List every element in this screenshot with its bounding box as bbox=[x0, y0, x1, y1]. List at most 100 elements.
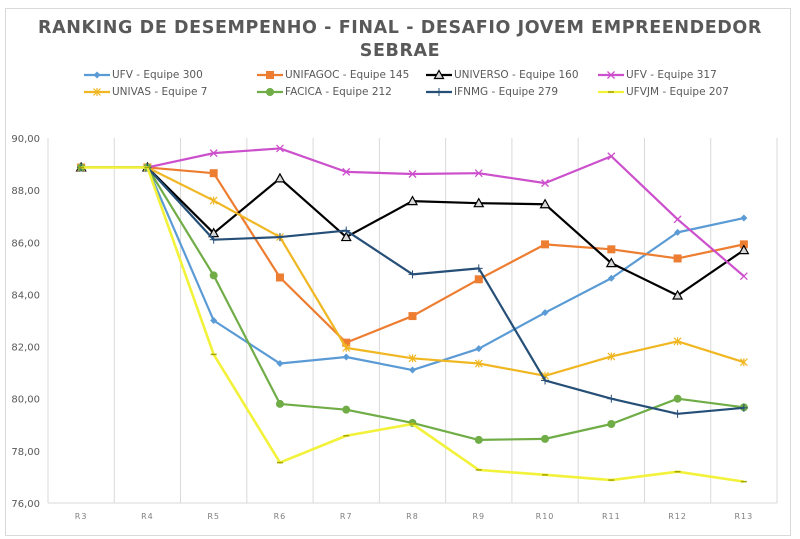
legend-marker-icon bbox=[266, 71, 274, 79]
legend-item: UNIVERSO - Equipe 160 bbox=[426, 68, 579, 82]
legend-item: UFV - Equipe 300 bbox=[84, 68, 203, 82]
data-point bbox=[342, 343, 351, 352]
data-point bbox=[607, 152, 616, 161]
legend-label: UNIVAS - Equipe 7 bbox=[112, 86, 208, 98]
x-tick-label: R7 bbox=[340, 512, 353, 521]
data-point bbox=[673, 337, 682, 346]
data-point bbox=[209, 196, 218, 205]
data-point bbox=[409, 366, 416, 374]
legend-label: FACICA - Equipe 212 bbox=[285, 86, 392, 98]
chart-title-line-1: RANKING DE DESEMPENHO - FINAL - DESAFIO … bbox=[38, 18, 762, 38]
data-point bbox=[275, 233, 284, 242]
legend-label: UNIFAGOC - Equipe 145 bbox=[285, 69, 410, 81]
y-tick-label: 86,00 bbox=[11, 238, 40, 249]
data-point bbox=[605, 257, 617, 268]
data-point bbox=[275, 399, 284, 408]
data-point bbox=[607, 394, 616, 403]
data-point bbox=[674, 228, 682, 236]
x-tick-label: R5 bbox=[207, 512, 220, 521]
legend-marker-icon bbox=[93, 88, 101, 96]
data-point bbox=[408, 170, 417, 178]
legend-label: UFV - Equipe 317 bbox=[626, 69, 717, 81]
x-tick-label: R8 bbox=[406, 512, 419, 521]
data-point bbox=[275, 144, 284, 153]
data-point bbox=[342, 405, 351, 414]
data-point bbox=[408, 270, 417, 279]
legend-swatch-icon bbox=[257, 88, 283, 96]
data-point bbox=[408, 354, 417, 363]
legend-label: UFV - Equipe 300 bbox=[112, 69, 203, 81]
data-point bbox=[408, 312, 417, 321]
data-point bbox=[474, 359, 483, 368]
legend-item: UNIVAS - Equipe 7 bbox=[84, 85, 207, 99]
data-point bbox=[406, 195, 419, 206]
data-point bbox=[209, 149, 218, 158]
data-point bbox=[739, 358, 748, 367]
data-point bbox=[673, 394, 682, 403]
data-point bbox=[342, 167, 351, 176]
data-point bbox=[340, 231, 352, 242]
data-point bbox=[738, 244, 750, 255]
legend-marker-icon bbox=[435, 88, 443, 96]
data-point bbox=[209, 271, 218, 280]
data-point bbox=[209, 235, 218, 244]
data-point bbox=[607, 420, 616, 429]
data-point bbox=[474, 275, 483, 284]
legend-item: UFVJM - Equipe 207 bbox=[598, 85, 729, 99]
y-tick-label: 84,00 bbox=[11, 290, 40, 301]
data-point bbox=[740, 214, 748, 222]
data-point bbox=[673, 409, 682, 418]
data-point bbox=[209, 169, 218, 178]
data-point bbox=[539, 198, 551, 209]
data-point bbox=[541, 309, 549, 317]
legend-marker-icon bbox=[266, 88, 274, 96]
legend-marker-icon bbox=[607, 71, 615, 79]
y-tick-label: 80,00 bbox=[11, 395, 40, 406]
y-tick-label: 82,00 bbox=[11, 343, 40, 354]
x-tick-label: R4 bbox=[141, 512, 154, 521]
data-point bbox=[474, 264, 483, 273]
y-tick-label: 78,00 bbox=[11, 447, 40, 458]
x-tick-label: R9 bbox=[472, 512, 485, 521]
data-point bbox=[342, 226, 351, 235]
data-point bbox=[673, 254, 682, 263]
data-point bbox=[541, 434, 550, 443]
legend-marker-icon bbox=[433, 69, 445, 80]
legend-marker-icon bbox=[93, 71, 101, 79]
legend-swatch-icon bbox=[598, 90, 624, 94]
x-tick-label: R3 bbox=[75, 512, 88, 521]
legend-swatch-icon bbox=[426, 69, 452, 80]
data-point bbox=[342, 353, 350, 361]
y-tick-label: 76,00 bbox=[11, 499, 40, 510]
data-point bbox=[274, 172, 286, 183]
data-point bbox=[474, 435, 483, 444]
chart-frame bbox=[5, 8, 791, 536]
legend-item: IFNMG - Equipe 279 bbox=[426, 85, 558, 99]
legend-item: UFV - Equipe 317 bbox=[598, 68, 717, 82]
x-tick-label: R10 bbox=[536, 512, 555, 521]
x-tick-label: R12 bbox=[668, 512, 687, 521]
data-point bbox=[210, 317, 218, 324]
legend-swatch-icon bbox=[84, 88, 110, 96]
data-point bbox=[474, 169, 483, 178]
legend-item: FACICA - Equipe 212 bbox=[257, 85, 392, 99]
data-point bbox=[739, 403, 748, 412]
x-tick-label: R6 bbox=[274, 512, 287, 521]
data-point bbox=[342, 338, 351, 347]
legend-swatch-icon bbox=[84, 71, 110, 79]
data-point bbox=[672, 289, 684, 300]
data-point bbox=[276, 360, 284, 368]
data-point bbox=[541, 240, 550, 249]
data-point bbox=[739, 272, 748, 281]
data-point bbox=[473, 197, 485, 208]
data-point bbox=[475, 345, 483, 353]
legend-label: UNIVERSO - Equipe 160 bbox=[454, 69, 579, 81]
data-point bbox=[275, 273, 284, 282]
chart-title-line-2: SEBRAE bbox=[359, 41, 441, 61]
data-point bbox=[607, 274, 615, 282]
data-point bbox=[541, 376, 550, 385]
legend-swatch-icon bbox=[426, 88, 452, 96]
data-point bbox=[607, 245, 616, 254]
y-tick-label: 90,00 bbox=[11, 134, 40, 145]
